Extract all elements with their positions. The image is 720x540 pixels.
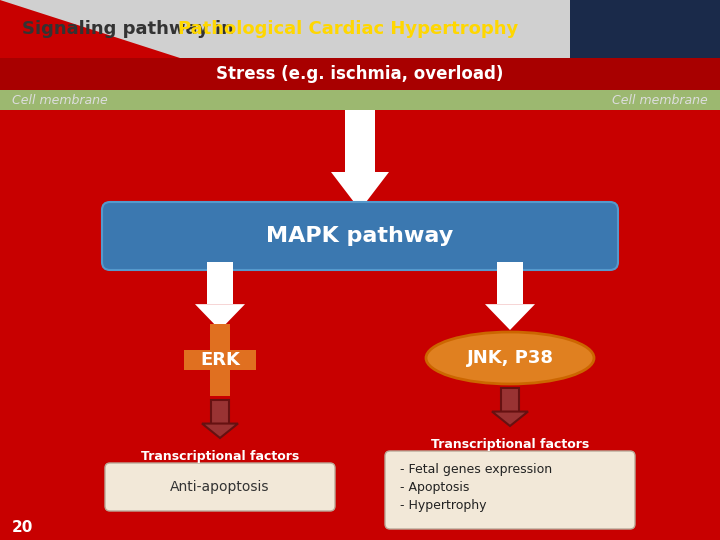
Text: - Fetal genes expression: - Fetal genes expression <box>400 463 552 476</box>
FancyBboxPatch shape <box>207 262 233 304</box>
FancyBboxPatch shape <box>497 262 523 304</box>
Text: Cell membrane: Cell membrane <box>612 93 708 106</box>
Text: Pathological Cardiac Hypertrophy: Pathological Cardiac Hypertrophy <box>178 20 518 38</box>
Text: - Apoptosis: - Apoptosis <box>400 482 469 495</box>
Text: 20: 20 <box>12 521 33 536</box>
FancyBboxPatch shape <box>211 400 229 423</box>
Text: Transcriptional factors: Transcriptional factors <box>431 438 589 451</box>
Text: ERK: ERK <box>200 351 240 369</box>
FancyBboxPatch shape <box>501 388 519 411</box>
FancyBboxPatch shape <box>0 0 720 58</box>
Polygon shape <box>195 304 245 330</box>
Text: Transcriptional factors: Transcriptional factors <box>141 450 299 463</box>
Polygon shape <box>331 172 389 210</box>
Text: Signaling pathway in: Signaling pathway in <box>22 20 240 38</box>
FancyBboxPatch shape <box>102 202 618 270</box>
Polygon shape <box>202 423 238 438</box>
Text: Stress (e.g. ischmia, overload): Stress (e.g. ischmia, overload) <box>216 65 504 83</box>
FancyBboxPatch shape <box>210 324 230 396</box>
Text: Cell membrane: Cell membrane <box>12 93 108 106</box>
Text: JNK, P38: JNK, P38 <box>467 349 554 367</box>
Ellipse shape <box>426 332 594 384</box>
Text: - Hypertrophy: - Hypertrophy <box>400 500 487 512</box>
FancyBboxPatch shape <box>105 463 335 511</box>
Polygon shape <box>492 411 528 426</box>
FancyBboxPatch shape <box>184 350 256 370</box>
FancyBboxPatch shape <box>0 58 720 90</box>
Polygon shape <box>0 0 180 58</box>
FancyBboxPatch shape <box>345 110 375 172</box>
FancyBboxPatch shape <box>0 90 720 110</box>
Text: MAPK pathway: MAPK pathway <box>266 226 454 246</box>
FancyBboxPatch shape <box>385 451 635 529</box>
Polygon shape <box>485 304 535 330</box>
Text: Anti-apoptosis: Anti-apoptosis <box>170 480 270 494</box>
FancyBboxPatch shape <box>570 0 720 58</box>
